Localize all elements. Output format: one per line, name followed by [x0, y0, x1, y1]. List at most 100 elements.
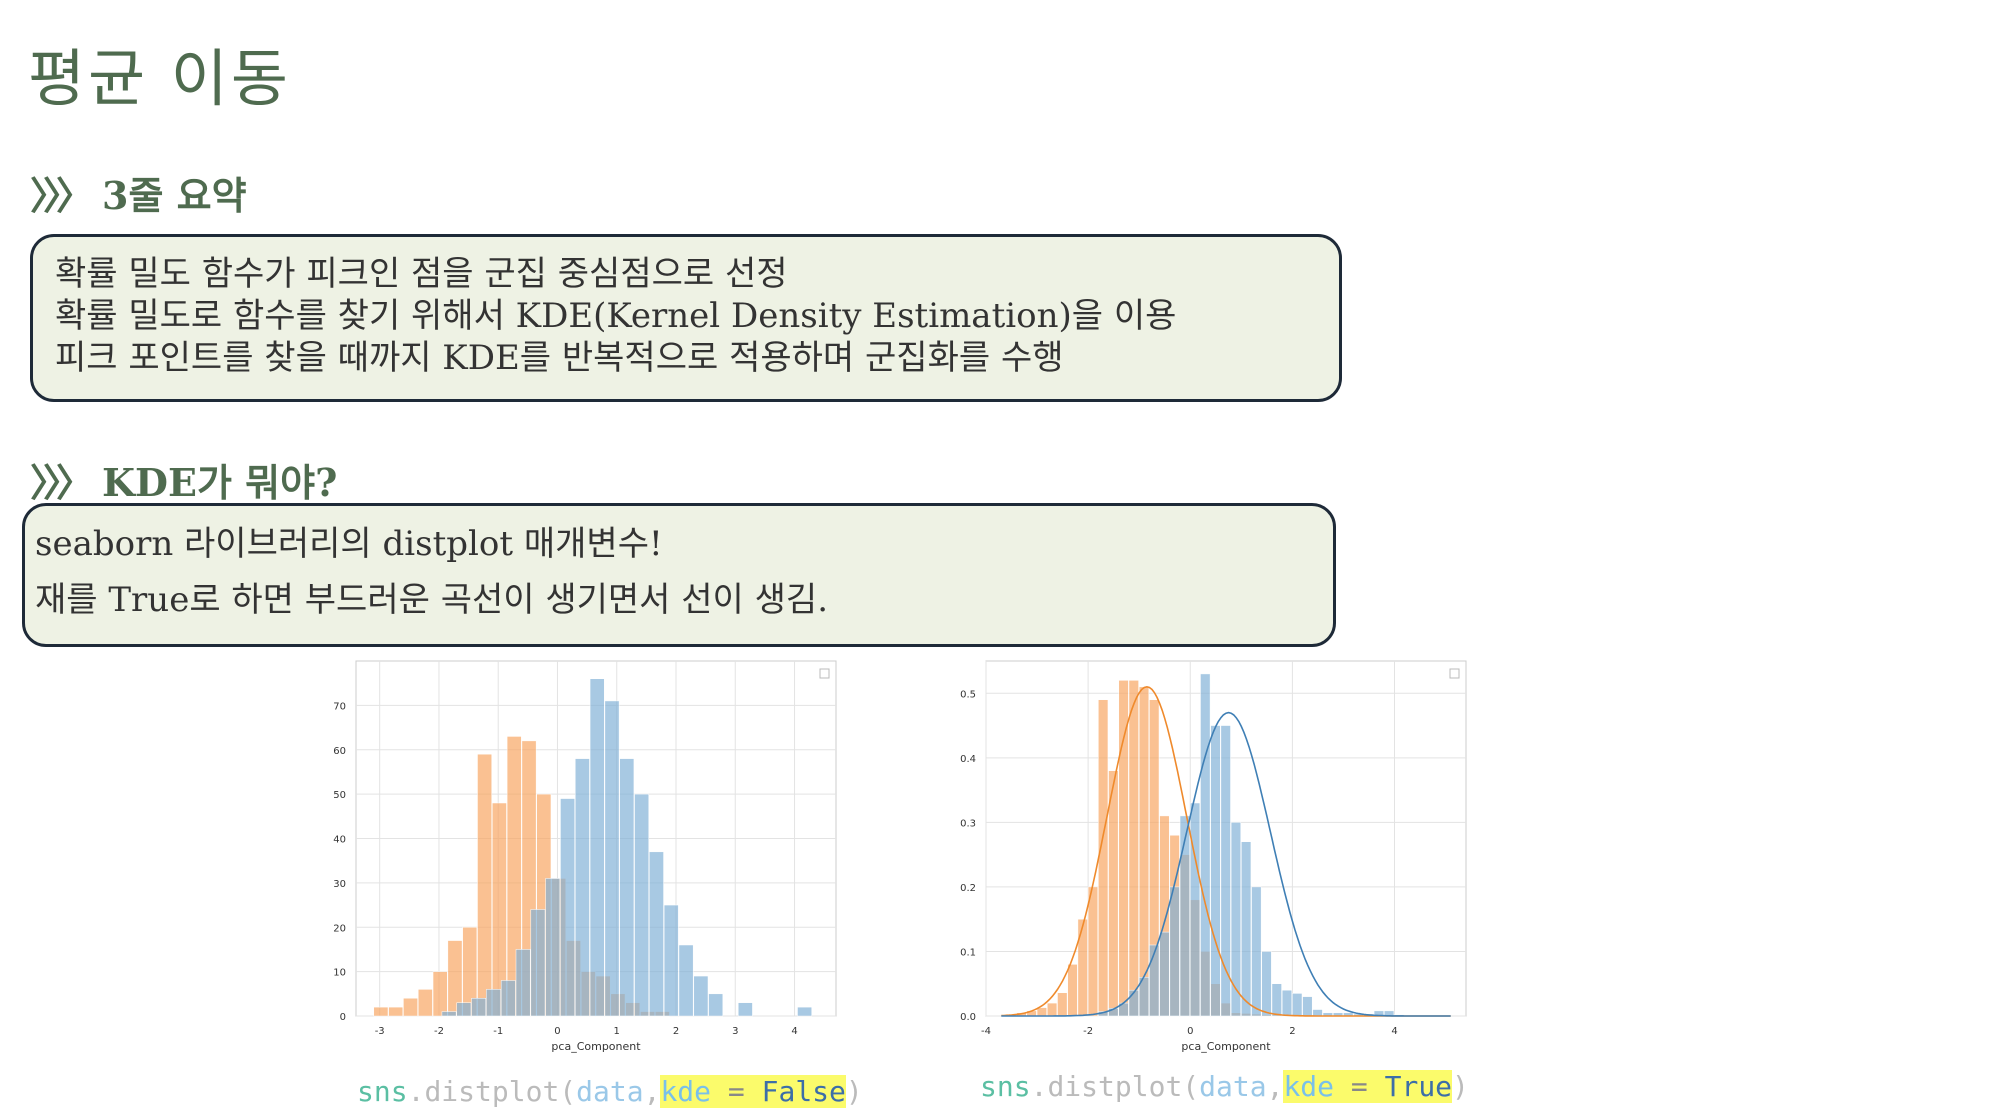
histogram-bar — [1118, 680, 1129, 1017]
x-tick-label: 2 — [673, 1026, 679, 1037]
histogram-bar — [1302, 996, 1313, 1017]
x-tick-label: -3 — [375, 1026, 385, 1037]
y-tick-label: 50 — [333, 790, 346, 801]
code-kde-true: sns.distplot(data,kde = True) — [980, 1070, 1469, 1103]
summary-line-2: 확률 밀도로 함수를 찾기 위해서 KDE(Kernel Density Est… — [55, 296, 1177, 336]
x-tick-label: 0 — [1187, 1026, 1193, 1037]
histogram-bar — [737, 1002, 753, 1017]
code-module: sns — [357, 1075, 408, 1108]
code-kw: kde — [1283, 1070, 1335, 1103]
histogram-bar — [1108, 1008, 1119, 1017]
code-dot: . — [407, 1075, 425, 1108]
histogram-bar — [1241, 841, 1252, 1017]
histogram-bar — [693, 975, 709, 1017]
code-open: ( — [1182, 1070, 1200, 1103]
x-tick-label: -1 — [493, 1026, 503, 1037]
histogram-bar — [1077, 918, 1088, 1017]
histogram-bar — [604, 700, 620, 1017]
histogram-bar — [486, 989, 501, 1017]
chevrons-icon: 〉〉〉 — [30, 461, 94, 505]
histogram-bar — [471, 998, 487, 1017]
histogram-bar — [575, 758, 590, 1017]
histogram-bar — [678, 944, 694, 1017]
code-eq: = — [711, 1075, 762, 1108]
histogram-bar — [1159, 931, 1170, 1017]
summary-heading: 〉〉〉 3줄 요약 — [30, 165, 247, 220]
histogram-bar — [1047, 1002, 1058, 1017]
y-tick-label: 60 — [333, 746, 346, 757]
x-tick-label: 3 — [732, 1026, 738, 1037]
histogram-bar — [1128, 680, 1139, 1017]
kde-heading-text: KDE가 뭐야? — [102, 460, 338, 505]
kde-line-1: seaborn 라이브러리의 distplot 매개변수! — [35, 524, 663, 564]
y-tick-label: 0 — [340, 1012, 346, 1023]
kde-box: seaborn 라이브러리의 distplot 매개변수! 재를 True로 하… — [22, 503, 1336, 647]
histogram-bar — [1281, 989, 1293, 1017]
histogram-bar — [373, 1006, 389, 1017]
code-open: ( — [559, 1075, 577, 1108]
histogram-bar — [1169, 886, 1180, 1017]
code-method: distplot — [424, 1075, 560, 1108]
histogram-bar — [1230, 822, 1241, 1017]
y-tick-label: 70 — [333, 701, 346, 712]
histogram-bar — [649, 851, 664, 1017]
histogram-bar — [708, 993, 724, 1017]
histogram-bar — [1292, 993, 1303, 1017]
y-tick-label: 40 — [333, 835, 346, 846]
kde-heading: 〉〉〉 KDE가 뭐야? — [30, 452, 337, 507]
histogram-bar — [1087, 886, 1098, 1017]
summary-box: 확률 밀도 함수가 피크인 점을 군집 중심점으로 선정 확률 밀도로 함수를 … — [30, 234, 1342, 402]
code-method: distplot — [1047, 1070, 1183, 1103]
x-axis-label: pca_Component — [551, 1040, 641, 1053]
y-tick-label: 0.4 — [960, 754, 976, 765]
x-tick-label: -2 — [434, 1026, 444, 1037]
y-tick-label: 0.1 — [960, 947, 976, 958]
code-eq: = — [1334, 1070, 1385, 1103]
histogram-bar — [1261, 951, 1272, 1017]
x-tick-label: -2 — [1083, 1026, 1093, 1037]
code-val: True — [1384, 1070, 1453, 1103]
histogram-bar — [1220, 725, 1231, 1017]
y-tick-label: 0.2 — [960, 883, 976, 894]
histogram-bar — [1128, 989, 1139, 1017]
chevrons-icon: 〉〉〉 — [30, 174, 94, 218]
y-tick-label: 0.0 — [960, 1012, 976, 1023]
x-tick-label: 4 — [1391, 1026, 1397, 1037]
histogram-bar — [1271, 983, 1282, 1017]
histogram-bar — [1098, 699, 1109, 1017]
code-comma: , — [1266, 1070, 1284, 1103]
x-tick-label: 1 — [614, 1026, 620, 1037]
y-tick-label: 0.3 — [960, 818, 976, 829]
histogram-bar — [1179, 815, 1190, 1017]
histogram-bar — [1036, 1007, 1047, 1017]
histogram-bar — [477, 753, 492, 1017]
code-arg: data — [576, 1075, 644, 1108]
x-tick-label: 0 — [554, 1026, 560, 1037]
code-close: ) — [1452, 1070, 1469, 1103]
code-comma: , — [643, 1075, 661, 1108]
summary-line-3: 피크 포인트를 찾을 때까지 KDE를 반복적으로 적용하며 군집화를 수행 — [55, 338, 1064, 378]
summary-line-1: 확률 밀도 함수가 피크인 점을 군집 중심점으로 선정 — [55, 254, 788, 294]
y-tick-label: 0.5 — [960, 689, 976, 700]
histogram-bar — [1200, 673, 1211, 1017]
histogram-bar — [530, 909, 546, 1017]
histogram-bar — [663, 904, 679, 1017]
histogram-bar — [432, 971, 448, 1017]
kde-line-2: 재를 True로 하면 부드러운 곡선이 생기면서 선이 생김. — [35, 580, 829, 620]
page-title: 평균 이동 — [28, 42, 291, 115]
histogram-bar — [388, 1006, 404, 1017]
code-kw: kde — [660, 1075, 712, 1108]
histogram-bar — [403, 998, 418, 1017]
x-axis-label: pca_Component — [1181, 1040, 1271, 1053]
histogram-bar — [797, 1006, 812, 1017]
histogram-bar — [1190, 802, 1201, 1017]
legend-box — [1449, 668, 1460, 679]
x-tick-label: 2 — [1289, 1026, 1295, 1037]
code-val: False — [761, 1075, 846, 1108]
code-dot: . — [1030, 1070, 1048, 1103]
histogram-bar — [560, 798, 575, 1017]
y-tick-label: 20 — [333, 923, 346, 934]
y-tick-label: 10 — [333, 968, 346, 979]
histogram-bar — [1108, 770, 1119, 1017]
